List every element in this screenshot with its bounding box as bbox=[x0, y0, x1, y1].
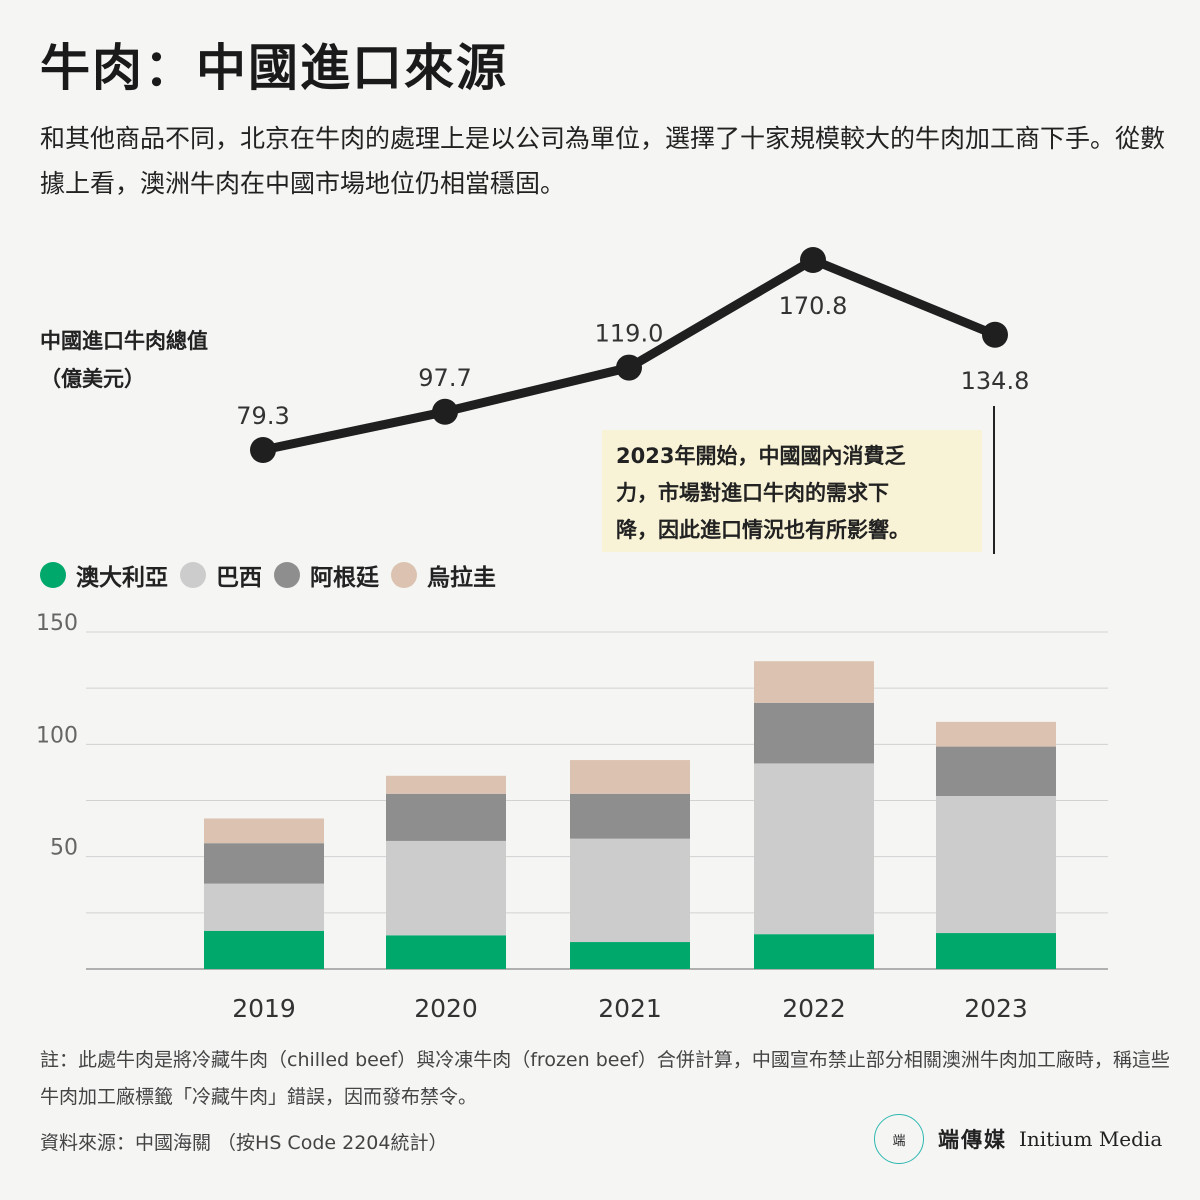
brand-name-en: Initium Media bbox=[1019, 1127, 1163, 1151]
bar-segment bbox=[570, 793, 690, 839]
brand-logo: 端 端傳媒 Initium Media bbox=[874, 1114, 1162, 1164]
x-tick-label: 2023 bbox=[964, 994, 1028, 1023]
bar-segment bbox=[204, 843, 324, 884]
bar-segment bbox=[386, 840, 506, 936]
bar-segment bbox=[204, 930, 324, 969]
line-point bbox=[250, 437, 276, 463]
chart-canvas: 50 100 150 2019 2020 2021 2022 2023 79.3 97.7 11… bbox=[36, 247, 1108, 1023]
subtitle: 和其他商品不同，北京在牛肉的處理上是以公司為單位，選擇了十家規模較大的牛肉加工商… bbox=[40, 124, 1166, 198]
bar-segment bbox=[570, 760, 690, 794]
bar-segment bbox=[754, 934, 874, 969]
x-tick-label: 2022 bbox=[782, 994, 846, 1023]
bar-segment bbox=[204, 883, 324, 931]
annotation-line-3: 降，因此進口情況也有所影響。 bbox=[616, 518, 910, 542]
line-value-label: 119.0 bbox=[595, 320, 664, 348]
y-tick-label: 50 bbox=[50, 836, 78, 861]
page-title: 牛肉：中國進口來源 bbox=[40, 39, 508, 97]
line-value-label: 134.8 bbox=[961, 367, 1030, 395]
legend-swatch-uruguay bbox=[391, 562, 417, 588]
legend-item-uruguay: 烏拉圭 bbox=[391, 558, 496, 592]
x-tick-label: 2019 bbox=[232, 994, 296, 1023]
bar-segment bbox=[754, 702, 874, 764]
bar-segment bbox=[936, 721, 1056, 747]
bar-segment bbox=[386, 775, 506, 794]
line-value-label: 79.3 bbox=[236, 402, 289, 430]
line-chart-label: 中國進口牛肉總值 （億美元） bbox=[40, 322, 208, 398]
line-chart-label-main: 中國進口牛肉總值 bbox=[40, 329, 208, 353]
legend: 澳大利亞 巴西 阿根廷 烏拉圭 bbox=[40, 558, 508, 592]
legend-swatch-brazil bbox=[180, 562, 206, 588]
bar-segment bbox=[204, 818, 324, 844]
annotation-line-2: 力，市場對進口牛肉的需求下 bbox=[616, 481, 889, 505]
bar-segment bbox=[936, 796, 1056, 934]
legend-label-uruguay: 烏拉圭 bbox=[427, 565, 496, 591]
y-tick-label: 100 bbox=[36, 723, 78, 748]
annotation-leader-line bbox=[993, 406, 995, 554]
bar-segment bbox=[386, 793, 506, 841]
bar-segment bbox=[570, 942, 690, 969]
legend-label-argentina: 阿根廷 bbox=[310, 565, 379, 591]
legend-item-australia: 澳大利亞 bbox=[40, 558, 168, 592]
x-tick-label: 2021 bbox=[598, 994, 662, 1023]
line-point bbox=[982, 321, 1008, 348]
annotation-line-1: 2023年開始，中國國內消費乏 bbox=[616, 444, 906, 468]
source-note: 資料來源：中國海關 （按HS Code 2204統計） bbox=[40, 1132, 448, 1154]
line-point bbox=[800, 247, 826, 273]
line-point bbox=[616, 354, 642, 381]
legend-swatch-argentina bbox=[274, 562, 300, 588]
bar-segment bbox=[936, 933, 1056, 969]
line-chart-label-unit: （億美元） bbox=[40, 367, 145, 391]
x-tick-label: 2020 bbox=[414, 994, 478, 1023]
line-point bbox=[432, 398, 458, 425]
footnote: 註：此處牛肉是將冷藏牛肉（chilled beef）與冷凍牛肉（frozen b… bbox=[40, 1049, 1170, 1108]
brand-name-cn: 端傳媒 bbox=[938, 1127, 1007, 1152]
legend-swatch-australia bbox=[40, 562, 66, 588]
brand-mark-icon: 端 bbox=[874, 1114, 924, 1164]
legend-item-brazil: 巴西 bbox=[180, 558, 262, 592]
bar-segment bbox=[754, 661, 874, 703]
legend-label-australia: 澳大利亞 bbox=[76, 565, 168, 591]
bar-segment bbox=[386, 935, 506, 969]
bar-segment bbox=[570, 838, 690, 943]
bar-segment bbox=[754, 763, 874, 935]
annotation-box: 2023年開始，中國國內消費乏 力，市場對進口牛肉的需求下 降，因此進口情況也有… bbox=[602, 430, 982, 552]
line-value-label: 170.8 bbox=[779, 292, 848, 320]
legend-item-argentina: 阿根廷 bbox=[274, 558, 379, 592]
bar-segment bbox=[936, 746, 1056, 797]
line-value-label: 97.7 bbox=[418, 364, 471, 392]
y-tick-label: 150 bbox=[36, 611, 78, 636]
legend-label-brazil: 巴西 bbox=[216, 565, 262, 591]
